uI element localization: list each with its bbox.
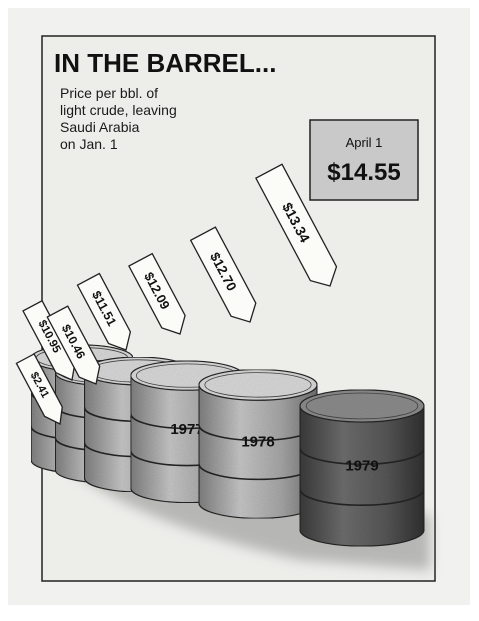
price-arrow-series: $2.41$10.95$10.46$11.51 $12.09 $12.70$13.3… — [15, 163, 338, 425]
callout-date: April 1 — [346, 135, 383, 150]
subtitle-line-2: light crude, leaving — [60, 102, 177, 118]
price-arrow-shape — [46, 305, 101, 385]
barrel-year-label: 1977 — [170, 421, 203, 438]
subtitle-line-4: on Jan. 1 — [60, 136, 118, 152]
price-arrow-shape — [128, 252, 186, 335]
price-arrow-shape — [189, 226, 257, 323]
barrel-lid — [299, 389, 425, 423]
barrel-lid-rim — [305, 392, 419, 420]
subtitle-line-1: Price per bbl. of — [60, 85, 158, 101]
price-arrow-shape — [76, 272, 132, 351]
price-arrow-73: $2.41 — [15, 353, 63, 425]
barrel-lid-rim — [204, 372, 312, 398]
price-arrow-shape — [255, 163, 338, 287]
barrel-year-label: 1978 — [241, 433, 274, 450]
chart-title: IN THE BARREL... — [54, 48, 276, 78]
april-price-callout: April 1 $14.55 — [309, 119, 419, 201]
subtitle-line-3: Saudi Arabia — [60, 119, 140, 135]
barrel-body — [299, 405, 425, 547]
barrel-hoop — [299, 488, 425, 506]
price-arrow-shape — [15, 353, 63, 425]
barrel-year-label: 1979 — [345, 457, 378, 474]
barrel-hoop — [299, 448, 425, 466]
barrel-1979 — [299, 389, 425, 547]
barrel-body — [198, 384, 318, 519]
callout-price: $14.55 — [327, 159, 400, 186]
barrel-lid — [198, 368, 318, 401]
